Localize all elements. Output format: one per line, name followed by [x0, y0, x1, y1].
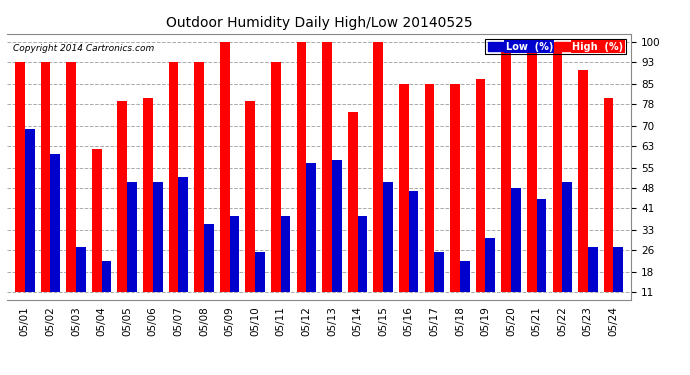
Title: Outdoor Humidity Daily High/Low 20140525: Outdoor Humidity Daily High/Low 20140525: [166, 16, 473, 30]
Bar: [408, 191, 418, 292]
Bar: [101, 261, 111, 292]
Bar: [527, 42, 537, 292]
Bar: [373, 42, 383, 292]
Bar: [281, 216, 290, 292]
Bar: [306, 163, 316, 292]
Bar: [450, 84, 460, 292]
Bar: [511, 188, 521, 292]
Bar: [383, 182, 393, 292]
Bar: [66, 62, 76, 292]
Bar: [271, 62, 281, 292]
Bar: [246, 101, 255, 292]
Bar: [297, 42, 306, 292]
Bar: [475, 79, 486, 292]
Bar: [486, 238, 495, 292]
Bar: [537, 199, 546, 292]
Bar: [152, 182, 163, 292]
Bar: [348, 112, 357, 292]
Bar: [322, 42, 332, 292]
Bar: [230, 216, 239, 292]
Bar: [15, 62, 25, 292]
Bar: [220, 42, 230, 292]
Bar: [168, 62, 179, 292]
Bar: [613, 247, 623, 292]
Bar: [117, 101, 127, 292]
Bar: [562, 182, 572, 292]
Bar: [332, 160, 342, 292]
Bar: [143, 98, 152, 292]
Bar: [179, 177, 188, 292]
Bar: [588, 247, 598, 292]
Bar: [434, 252, 444, 292]
Bar: [195, 62, 204, 292]
Bar: [41, 62, 50, 292]
Bar: [76, 247, 86, 292]
Bar: [204, 224, 214, 292]
Bar: [424, 84, 434, 292]
Bar: [578, 70, 588, 292]
Bar: [502, 42, 511, 292]
Bar: [460, 261, 470, 292]
Bar: [604, 98, 613, 292]
Bar: [92, 148, 101, 292]
Bar: [255, 252, 265, 292]
Legend: Low  (%), High  (%): Low (%), High (%): [485, 39, 627, 54]
Bar: [127, 182, 137, 292]
Text: Copyright 2014 Cartronics.com: Copyright 2014 Cartronics.com: [13, 44, 155, 53]
Bar: [357, 216, 367, 292]
Bar: [399, 84, 408, 292]
Bar: [50, 154, 60, 292]
Bar: [553, 42, 562, 292]
Bar: [25, 129, 34, 292]
